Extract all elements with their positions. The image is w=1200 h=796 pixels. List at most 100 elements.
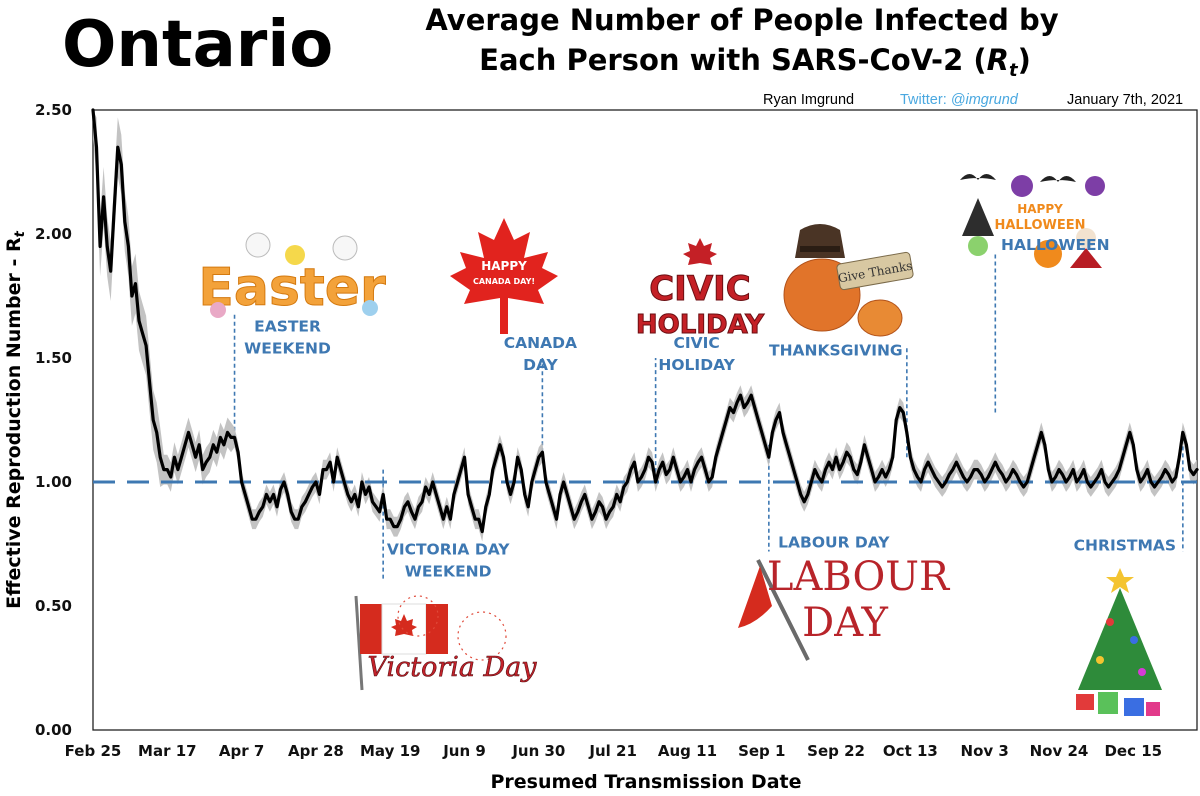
y-axis-title-text: Effective Reproduction Number - R: [3, 237, 25, 609]
x-axis-ticks: Feb 25 Mar 17 Apr 7 Apr 28 May 19 Jun 9 Jun 30…: [65, 742, 1162, 760]
victoria-day-script: Victoria Day: [367, 652, 537, 683]
labour-flag-pole: [756, 559, 810, 661]
x-tick-label: Sep 1: [738, 742, 785, 760]
gift-red-icon: [1076, 694, 1094, 710]
flag-left-band: [360, 604, 382, 654]
pilgrim-hat-icon: [795, 224, 845, 258]
x-tick-label: Jul 21: [588, 742, 637, 760]
civic-holiday-label: HOLIDAY: [658, 356, 735, 374]
victoria-day-picture: Victoria Day: [354, 595, 538, 691]
chart-title-line1: Average Number of People Infected by: [425, 3, 1058, 37]
labour-day-picture: LABOUR DAY: [738, 554, 951, 661]
civic-maple-icon: [683, 238, 717, 265]
x-tick-label: Sep 22: [807, 742, 865, 760]
title-rt-subscript: t: [1009, 60, 1019, 81]
title-close-paren: ): [1018, 43, 1031, 77]
pilgrim-hat-band: [800, 246, 840, 252]
canada-day-label: DAY: [523, 356, 558, 374]
canada-day-text: CANADA DAY!: [473, 277, 535, 286]
x-tick-label: Dec 15: [1104, 742, 1162, 760]
bat-icon-right: [1040, 176, 1076, 182]
rt-series: [91, 108, 1199, 534]
y-tick-label: 1.50: [35, 349, 72, 367]
author-credit: Ryan Imgrund: [763, 92, 854, 108]
x-tick-label: Jun 30: [511, 742, 565, 760]
maple-leaf-icon: [450, 218, 558, 334]
x-tick-label: Feb 25: [65, 742, 122, 760]
christmas-tree-icon: [1078, 588, 1162, 690]
canada-happy-text: HAPPY: [481, 259, 527, 273]
thanksgiving-label: THANKSGIVING: [769, 342, 903, 360]
halloween-happy-text: HAPPY: [1017, 202, 1063, 216]
x-axis-title: Presumed Transmission Date: [490, 771, 801, 793]
firework-icon-2: [457, 611, 507, 661]
give-thanks-sign: [836, 251, 914, 291]
pumpkin-small-icon: [857, 299, 903, 337]
halloween-picture: HAPPY HALLOWEEN: [960, 174, 1105, 268]
title-rt-symbol: R: [987, 43, 1009, 77]
title-line2-text: Each Person with SARS-CoV-2 (: [479, 43, 987, 77]
x-tick-label: Apr 7: [219, 742, 264, 760]
gift-blue-icon: [1124, 698, 1144, 716]
y-tick-label: 2.00: [35, 225, 72, 243]
owl-icon: [1011, 175, 1033, 197]
labour-day-label: LABOUR DAY: [778, 533, 890, 551]
victoria-day-label: WEEKEND: [405, 563, 492, 581]
gift-pink-icon: [1146, 702, 1160, 716]
ornament-pink: [1138, 668, 1146, 676]
chart-date: January 7th, 2021: [1067, 92, 1183, 108]
bat-icon-left: [960, 174, 996, 180]
labour-day-word: DAY: [802, 600, 888, 646]
flag-maple-icon: [391, 614, 417, 636]
ornament-gold: [1096, 656, 1104, 664]
y-axis-title: Effective Reproduction Number - Rt: [3, 230, 28, 609]
x-tick-label: Mar 17: [138, 742, 197, 760]
jack-o-lantern-icon: [1034, 240, 1062, 268]
halloween-word-text: HALLOWEEN: [994, 218, 1085, 233]
easter-chick: [285, 245, 305, 265]
christmas-label: CHRISTMAS: [1074, 536, 1176, 554]
canada-day-picture: HAPPY CANADA DAY!: [450, 218, 558, 334]
x-tick-label: May 19: [360, 742, 420, 760]
plot-area: [92, 109, 1198, 731]
twitter-label: Twitter:: [900, 92, 951, 108]
civic-holiday-picture: CIVIC HOLIDAY: [635, 238, 766, 341]
witch-hat-icon: [962, 198, 994, 236]
thanksgiving-picture: Give Thanks: [783, 224, 914, 337]
easter-egg-left: [210, 302, 226, 318]
y-axis-ticks: 0.00 0.50 1.00 1.50 2.00 2.50: [35, 101, 72, 739]
canada-day-label: CANADA: [504, 334, 577, 352]
easter-egg-right: [362, 300, 378, 316]
holiday-decorations: Easter HAPPY CANADA DAY! CIVIC HOLIDAY G…: [198, 174, 1162, 716]
twitter-credit: Twitter: @imgrund: [900, 92, 1019, 108]
y-axis-title-subscript: t: [13, 230, 28, 237]
region-title: Ontario: [62, 8, 333, 82]
x-tick-label: Aug 11: [658, 742, 717, 760]
x-tick-label: Oct 13: [883, 742, 938, 760]
tree-star-icon: [1106, 568, 1134, 593]
labour-flag-icon: [738, 566, 772, 628]
spider-icon: [1085, 176, 1105, 196]
civic-holiday-label: CIVIC: [673, 334, 719, 352]
flag-right-band: [426, 604, 448, 654]
civic-word: CIVIC: [649, 269, 751, 309]
holiday-word: HOLIDAY: [636, 310, 765, 340]
event-annotations: EASTER WEEKEND VICTORIA DAY WEEKEND CANADA DA…: [233, 236, 1184, 582]
gift-green-icon: [1098, 692, 1118, 714]
x-tick-label: Nov 24: [1030, 742, 1089, 760]
y-tick-label: 2.50: [35, 101, 72, 119]
rt-line: [91, 108, 1199, 534]
easter-word: Easter: [198, 258, 386, 318]
witch-face-icon: [968, 236, 988, 256]
y-tick-label: 0.50: [35, 597, 72, 615]
easter-label: EASTER: [254, 317, 321, 335]
firework-icon-1: [397, 595, 439, 637]
x-tick-label: Nov 3: [961, 742, 1009, 760]
y-tick-label: 0.00: [35, 721, 72, 739]
ornament-blue: [1130, 636, 1138, 644]
halloween-label: HALLOWEEN: [1001, 236, 1110, 254]
ornament-red: [1106, 618, 1114, 626]
x-tick-label: Apr 28: [288, 742, 344, 760]
twitter-handle: @imgrund: [951, 92, 1019, 108]
